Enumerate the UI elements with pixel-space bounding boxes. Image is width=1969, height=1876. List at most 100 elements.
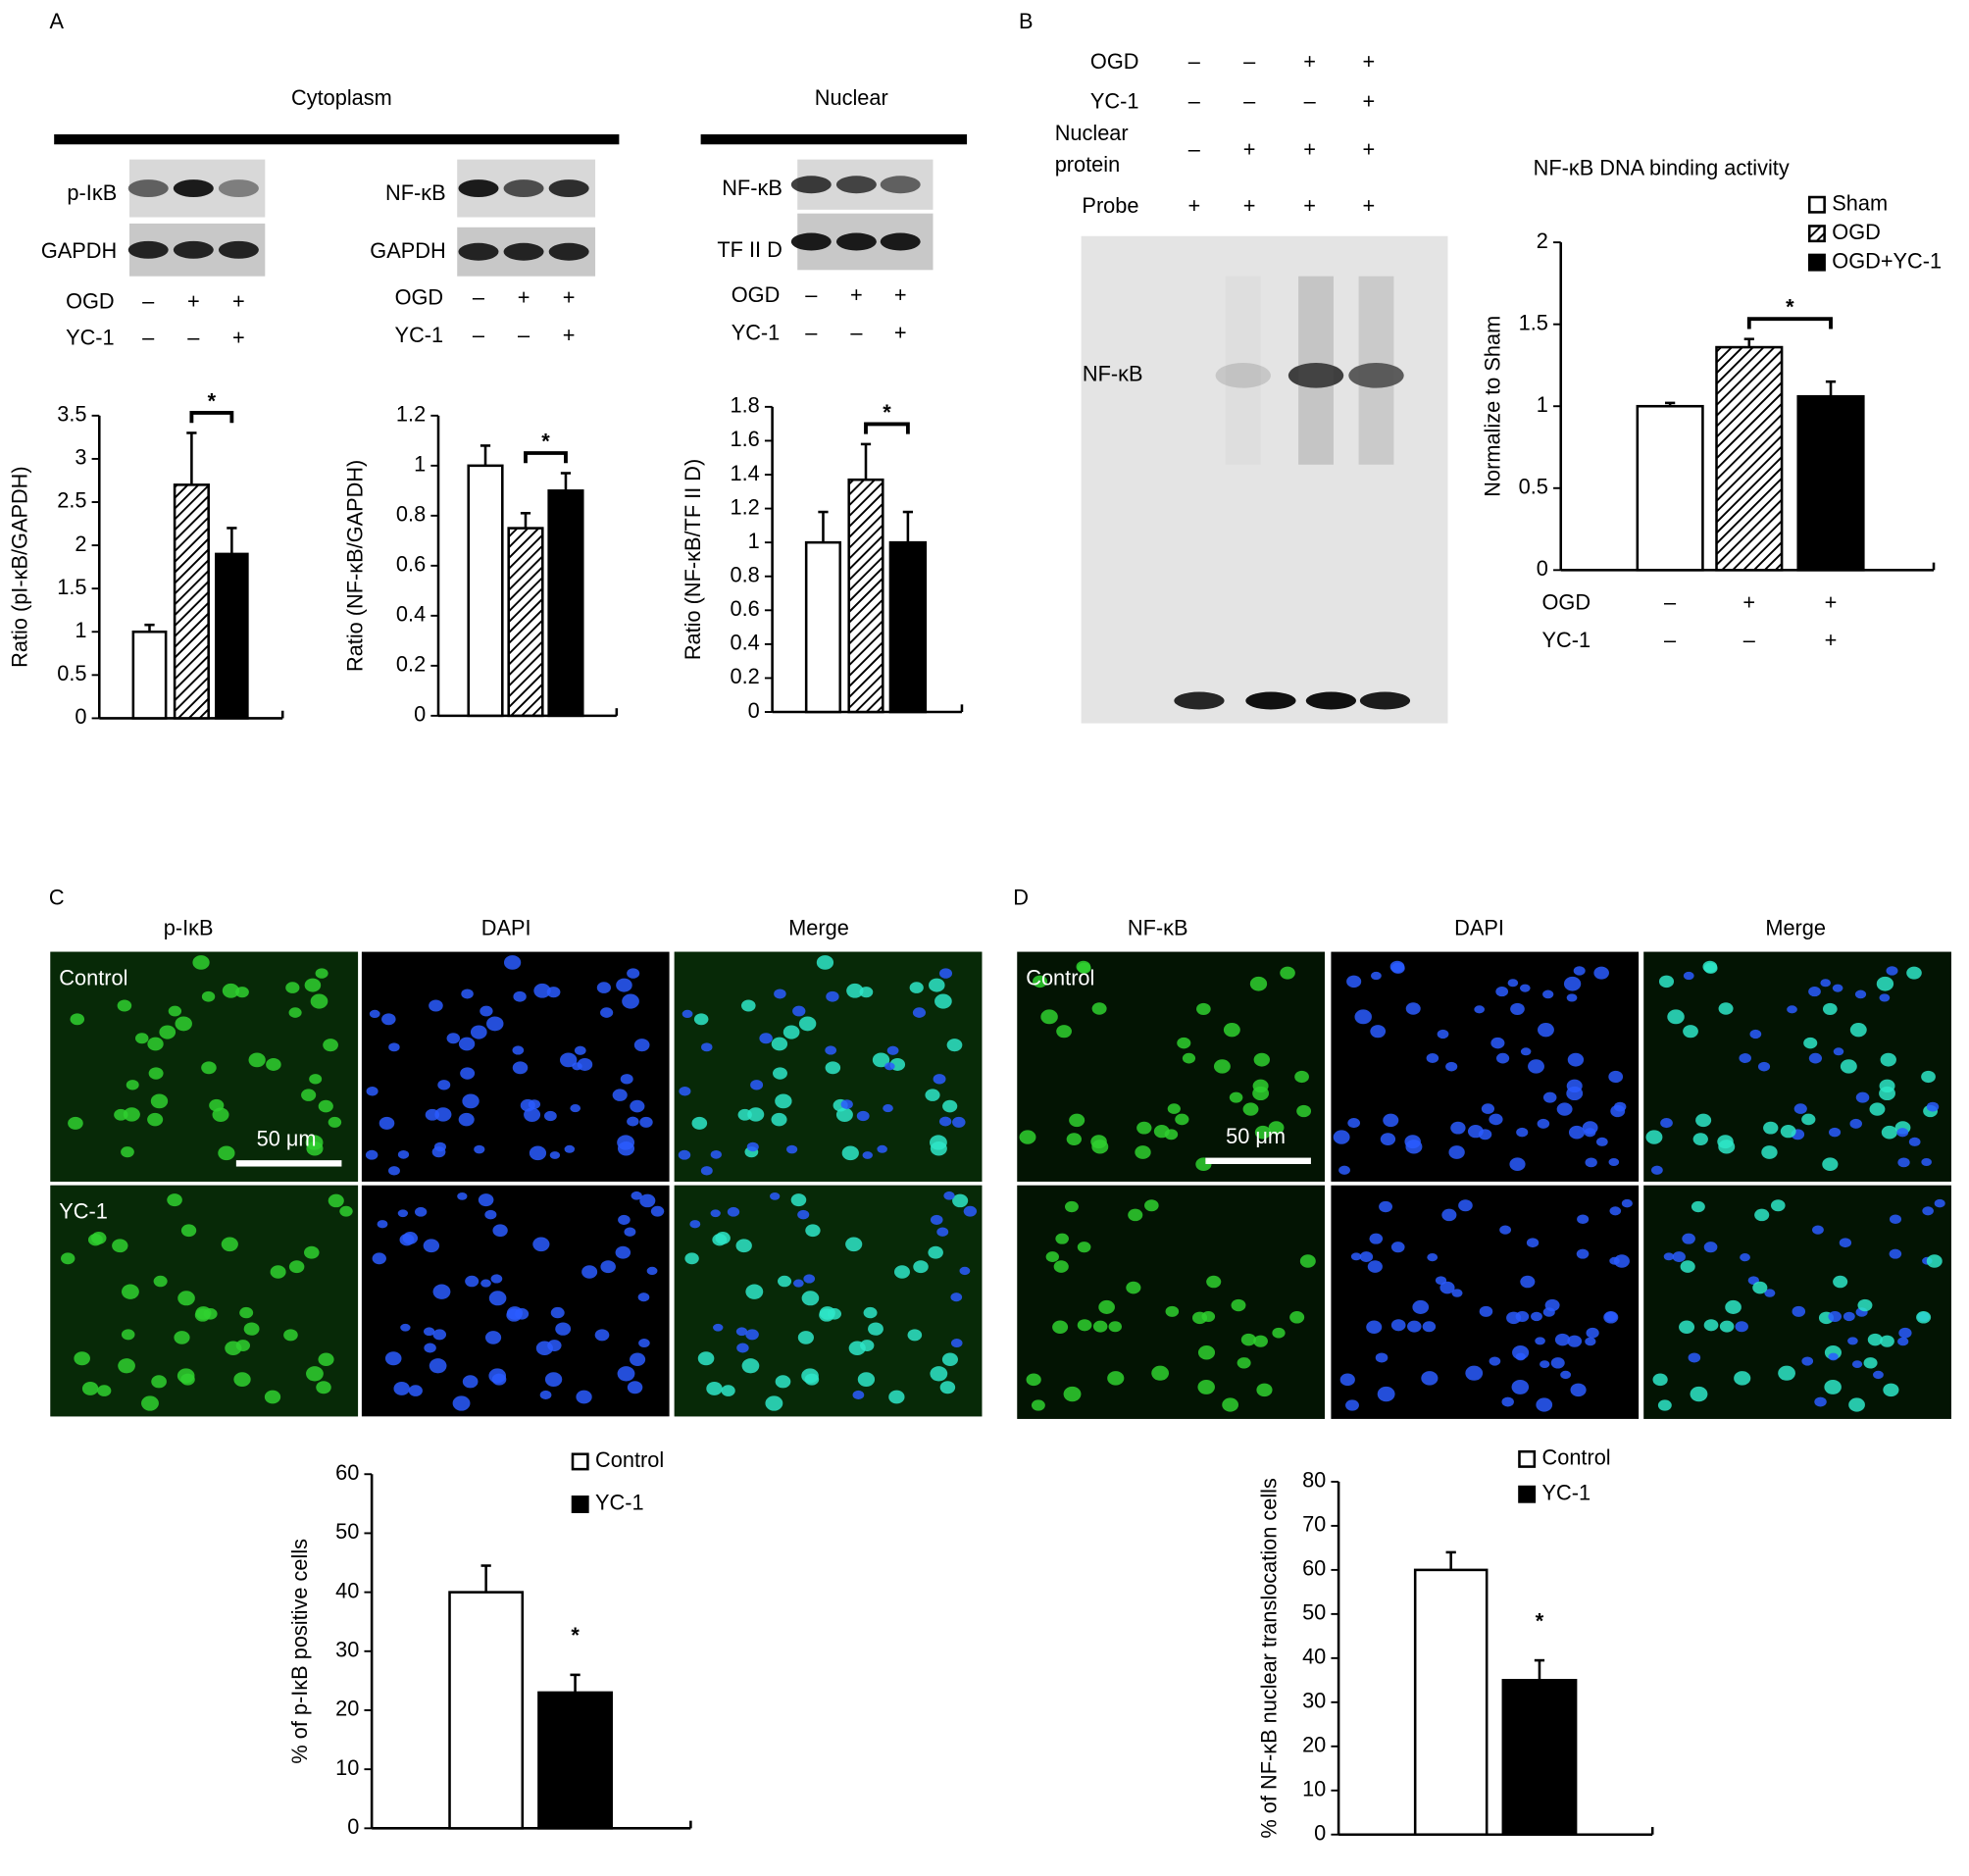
cell	[1289, 1311, 1305, 1324]
cell	[1526, 1238, 1540, 1248]
cell	[678, 1149, 691, 1160]
cell	[1390, 1319, 1406, 1332]
cell	[1608, 1070, 1624, 1084]
cell	[790, 1193, 807, 1207]
cell	[1339, 1373, 1355, 1387]
cell	[860, 1340, 875, 1351]
cell	[148, 1067, 164, 1080]
cell	[1749, 1029, 1762, 1039]
cell	[627, 1381, 643, 1394]
y-axis-label: Ratio (NF-κB/TF II D)	[681, 459, 705, 660]
cell	[1702, 960, 1718, 973]
cell	[1489, 1113, 1503, 1126]
cell	[1389, 960, 1405, 973]
cell	[1570, 1383, 1587, 1397]
cell	[600, 1007, 614, 1018]
cell	[615, 1245, 631, 1259]
cell	[1479, 1305, 1493, 1317]
cell	[1231, 1298, 1246, 1312]
cell	[1833, 1275, 1848, 1289]
cell	[1066, 1133, 1082, 1145]
cell	[379, 1116, 395, 1130]
legend-label: OGD+YC-1	[1832, 248, 1942, 273]
cell	[81, 1382, 99, 1395]
blot-band	[548, 242, 589, 261]
cell	[930, 1366, 948, 1382]
cell	[639, 1193, 656, 1208]
cell	[706, 1382, 723, 1395]
gel-band	[1287, 363, 1344, 388]
cell	[1515, 1352, 1526, 1361]
cell	[301, 1089, 317, 1101]
cell	[1489, 1356, 1501, 1366]
cell	[484, 1331, 502, 1344]
y-tick-label: 70	[1302, 1512, 1326, 1537]
cell	[1657, 1399, 1672, 1411]
cell	[617, 1366, 635, 1382]
cell	[462, 1093, 480, 1109]
cell	[1764, 1289, 1776, 1297]
cell	[134, 1033, 149, 1044]
cell	[1576, 1248, 1590, 1259]
cell	[1752, 1281, 1768, 1294]
cell	[212, 1107, 229, 1122]
bar	[547, 489, 584, 718]
cell	[581, 1265, 598, 1279]
blot-band	[218, 240, 259, 259]
cell	[560, 1052, 578, 1068]
cell	[121, 1146, 134, 1158]
cell	[736, 1343, 749, 1353]
cell	[646, 1266, 658, 1276]
cell	[1223, 1023, 1240, 1038]
cell	[323, 1039, 338, 1052]
cell	[801, 1291, 820, 1306]
cell	[141, 1395, 159, 1411]
cell	[1896, 1128, 1909, 1138]
cell	[168, 1005, 182, 1017]
cell	[243, 1322, 260, 1336]
cell	[1803, 1037, 1818, 1049]
y-tick-label: 30	[335, 1638, 359, 1662]
cell	[506, 1308, 523, 1322]
cell	[429, 999, 443, 1012]
cell	[633, 1039, 650, 1052]
cell	[1828, 1310, 1843, 1323]
row-label: Nuclear	[1055, 121, 1129, 145]
cell	[1897, 1337, 1909, 1346]
row-sign: +	[1362, 89, 1375, 114]
row-sign: +	[1362, 136, 1375, 161]
cell	[943, 1191, 955, 1200]
y-axis-label: % of NF-κB nuclear translocation cells	[1257, 1478, 1282, 1839]
cell	[1883, 1383, 1899, 1397]
cell	[620, 1074, 633, 1085]
cell	[192, 955, 210, 970]
cell	[942, 1099, 958, 1113]
cell	[1107, 1371, 1125, 1386]
y-tick-label: 3.5	[57, 402, 86, 427]
cell	[1019, 1130, 1036, 1144]
cell	[318, 1099, 333, 1113]
row-label: Control	[59, 966, 127, 990]
cell	[1253, 1052, 1270, 1067]
cell	[934, 993, 952, 1009]
cell	[424, 1327, 435, 1337]
blot-band	[548, 179, 589, 198]
cell	[1369, 1233, 1384, 1244]
cell	[862, 1151, 873, 1159]
blot-band	[835, 176, 877, 194]
cell	[315, 968, 328, 979]
cell	[305, 1135, 324, 1150]
cell	[1812, 1225, 1824, 1235]
y-tick-label: 2	[1537, 228, 1548, 253]
condition-sign: +	[518, 284, 530, 309]
condition-label: OGD	[732, 282, 781, 307]
cell	[1366, 1320, 1383, 1334]
cell	[547, 1340, 562, 1351]
cell	[930, 1214, 943, 1225]
cell	[1254, 1125, 1271, 1140]
cell	[1536, 1397, 1553, 1412]
cell	[1921, 1157, 1932, 1167]
blot-label: GAPDH	[370, 238, 445, 263]
y-tick-label: 1.8	[731, 393, 760, 418]
cell	[1237, 1357, 1251, 1369]
